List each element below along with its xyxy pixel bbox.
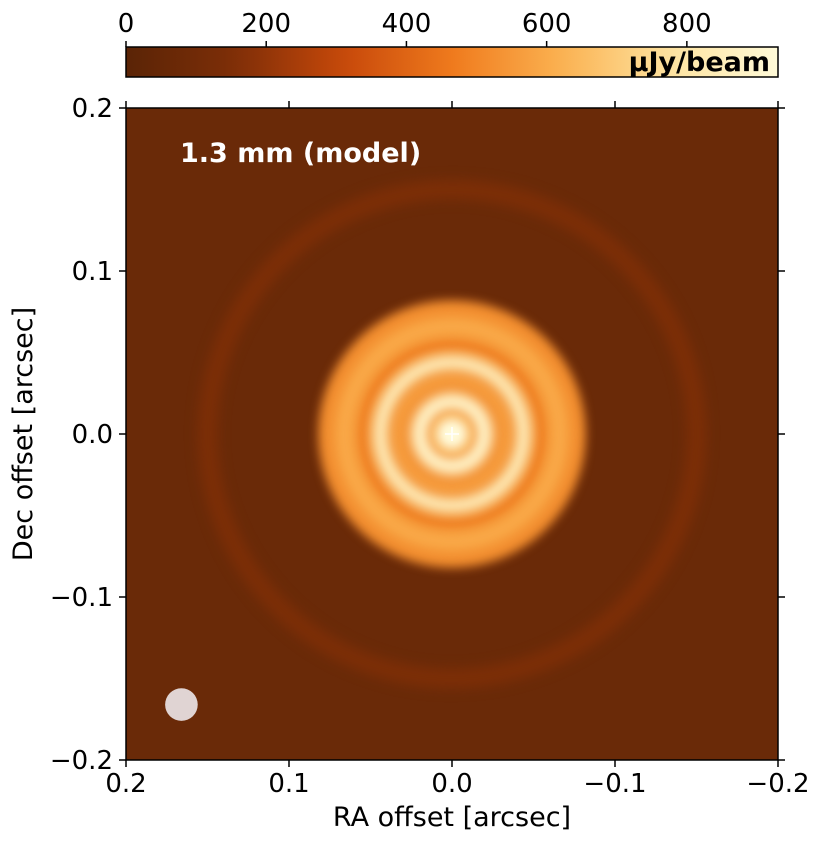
intensity-ring (335, 317, 569, 551)
beam-ellipse (165, 688, 198, 721)
colorbar-tick-label: 600 (522, 9, 572, 39)
colorbar-gradient (125, 46, 779, 78)
intensity-ring (411, 393, 493, 475)
colorbar-unit-label: μJy/beam (629, 47, 770, 78)
x-tick-label: −0.2 (746, 769, 809, 799)
x-axis-ticks: 0.2 0.1 0.0 −0.1 −0.2 (105, 101, 810, 799)
image-panel: 1.3 mm (model) 0.2 0.1 0.0 −0.1 −0.2 0.20.10… (50, 94, 810, 799)
colorbar: 0 200 400 600 800 μJy/beam (118, 9, 779, 78)
x-axis-label: RA offset [arcsec] (333, 802, 571, 833)
y-tick-label: 0.1 (72, 257, 113, 287)
star-position-marker (445, 427, 459, 441)
colorbar-tick-label: 800 (662, 9, 712, 39)
x-tick-label: 0.2 (105, 769, 146, 799)
intensity-ring (197, 179, 707, 689)
y-tick-label: −0.2 (50, 746, 113, 776)
y-tick-label: −0.1 (50, 583, 113, 613)
x-tick-label: 0.1 (268, 769, 309, 799)
y-axis-label: Dec offset [arcsec] (8, 307, 39, 561)
intensity-gap (394, 376, 510, 492)
y-tick-label: 0.0 (72, 420, 113, 450)
y-axis-ticks: 0.2 0.1 0.0 −0.1 −0.2 (50, 94, 785, 776)
intensity-ring (372, 354, 532, 514)
panel-title: 1.3 mm (model) (180, 138, 421, 169)
colorbar-ticks: 0 200 400 600 800 (118, 9, 712, 47)
colorbar-tick-label: 200 (241, 9, 291, 39)
y-tick-label: 0.2 (72, 94, 113, 124)
x-tick-label: −0.1 (583, 769, 646, 799)
colorbar-tick-label: 400 (382, 9, 432, 39)
colorbar-tick-label: 0 (118, 9, 135, 39)
intensity-gap (359, 341, 545, 527)
x-tick-label: 0.0 (431, 769, 472, 799)
